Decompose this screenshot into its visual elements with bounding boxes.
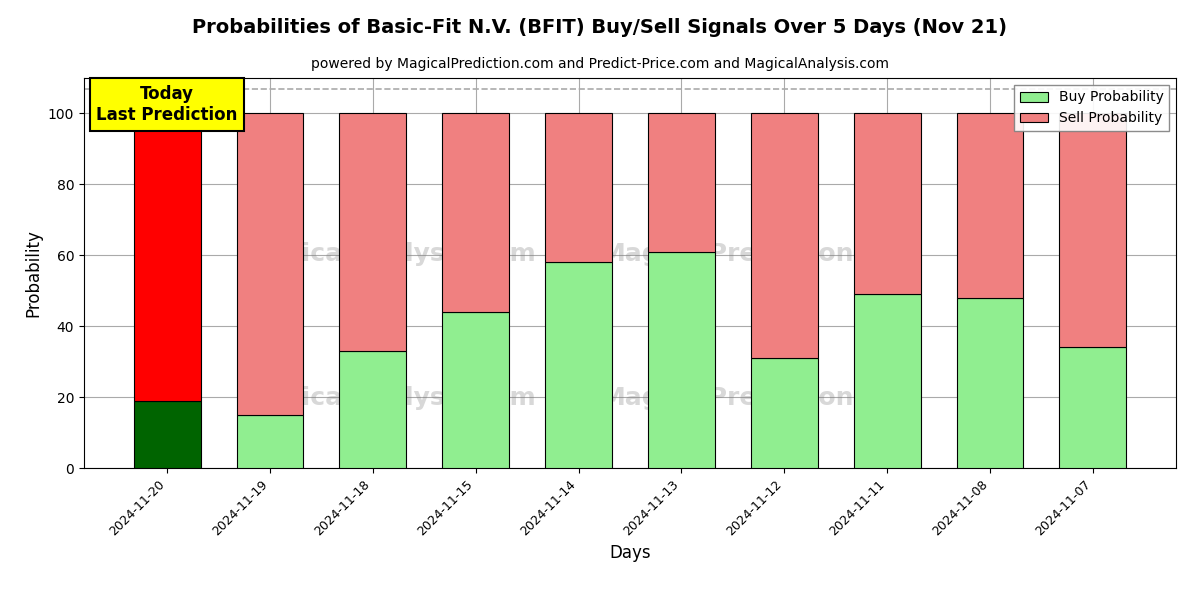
- Text: powered by MagicalPrediction.com and Predict-Price.com and MagicalAnalysis.com: powered by MagicalPrediction.com and Pre…: [311, 57, 889, 71]
- Bar: [340, 113, 407, 351]
- Bar: [545, 262, 612, 468]
- Y-axis label: Probability: Probability: [24, 229, 42, 317]
- Bar: [133, 401, 200, 468]
- Bar: [956, 113, 1024, 298]
- Text: Probabilities of Basic-Fit N.V. (BFIT) Buy/Sell Signals Over 5 Days (Nov 21): Probabilities of Basic-Fit N.V. (BFIT) B…: [192, 18, 1008, 37]
- Bar: [236, 113, 304, 415]
- Bar: [853, 294, 920, 468]
- Text: MagicalAnalysis.com: MagicalAnalysis.com: [242, 241, 536, 265]
- Bar: [236, 415, 304, 468]
- X-axis label: Days: Days: [610, 544, 650, 562]
- Text: MagicalPrediction.com: MagicalPrediction.com: [600, 241, 922, 265]
- Bar: [133, 113, 200, 401]
- Legend: Buy Probability, Sell Probability: Buy Probability, Sell Probability: [1014, 85, 1169, 131]
- Bar: [1060, 347, 1127, 468]
- Bar: [648, 113, 715, 252]
- Bar: [751, 358, 817, 468]
- Bar: [751, 113, 817, 358]
- Bar: [340, 351, 407, 468]
- Bar: [443, 113, 509, 312]
- Text: Today
Last Prediction: Today Last Prediction: [96, 85, 238, 124]
- Bar: [443, 312, 509, 468]
- Bar: [956, 298, 1024, 468]
- Bar: [545, 113, 612, 262]
- Text: MagicalPrediction.com: MagicalPrediction.com: [600, 386, 922, 410]
- Bar: [853, 113, 920, 294]
- Bar: [648, 252, 715, 468]
- Text: MagicalAnalysis.com: MagicalAnalysis.com: [242, 386, 536, 410]
- Bar: [1060, 113, 1127, 347]
